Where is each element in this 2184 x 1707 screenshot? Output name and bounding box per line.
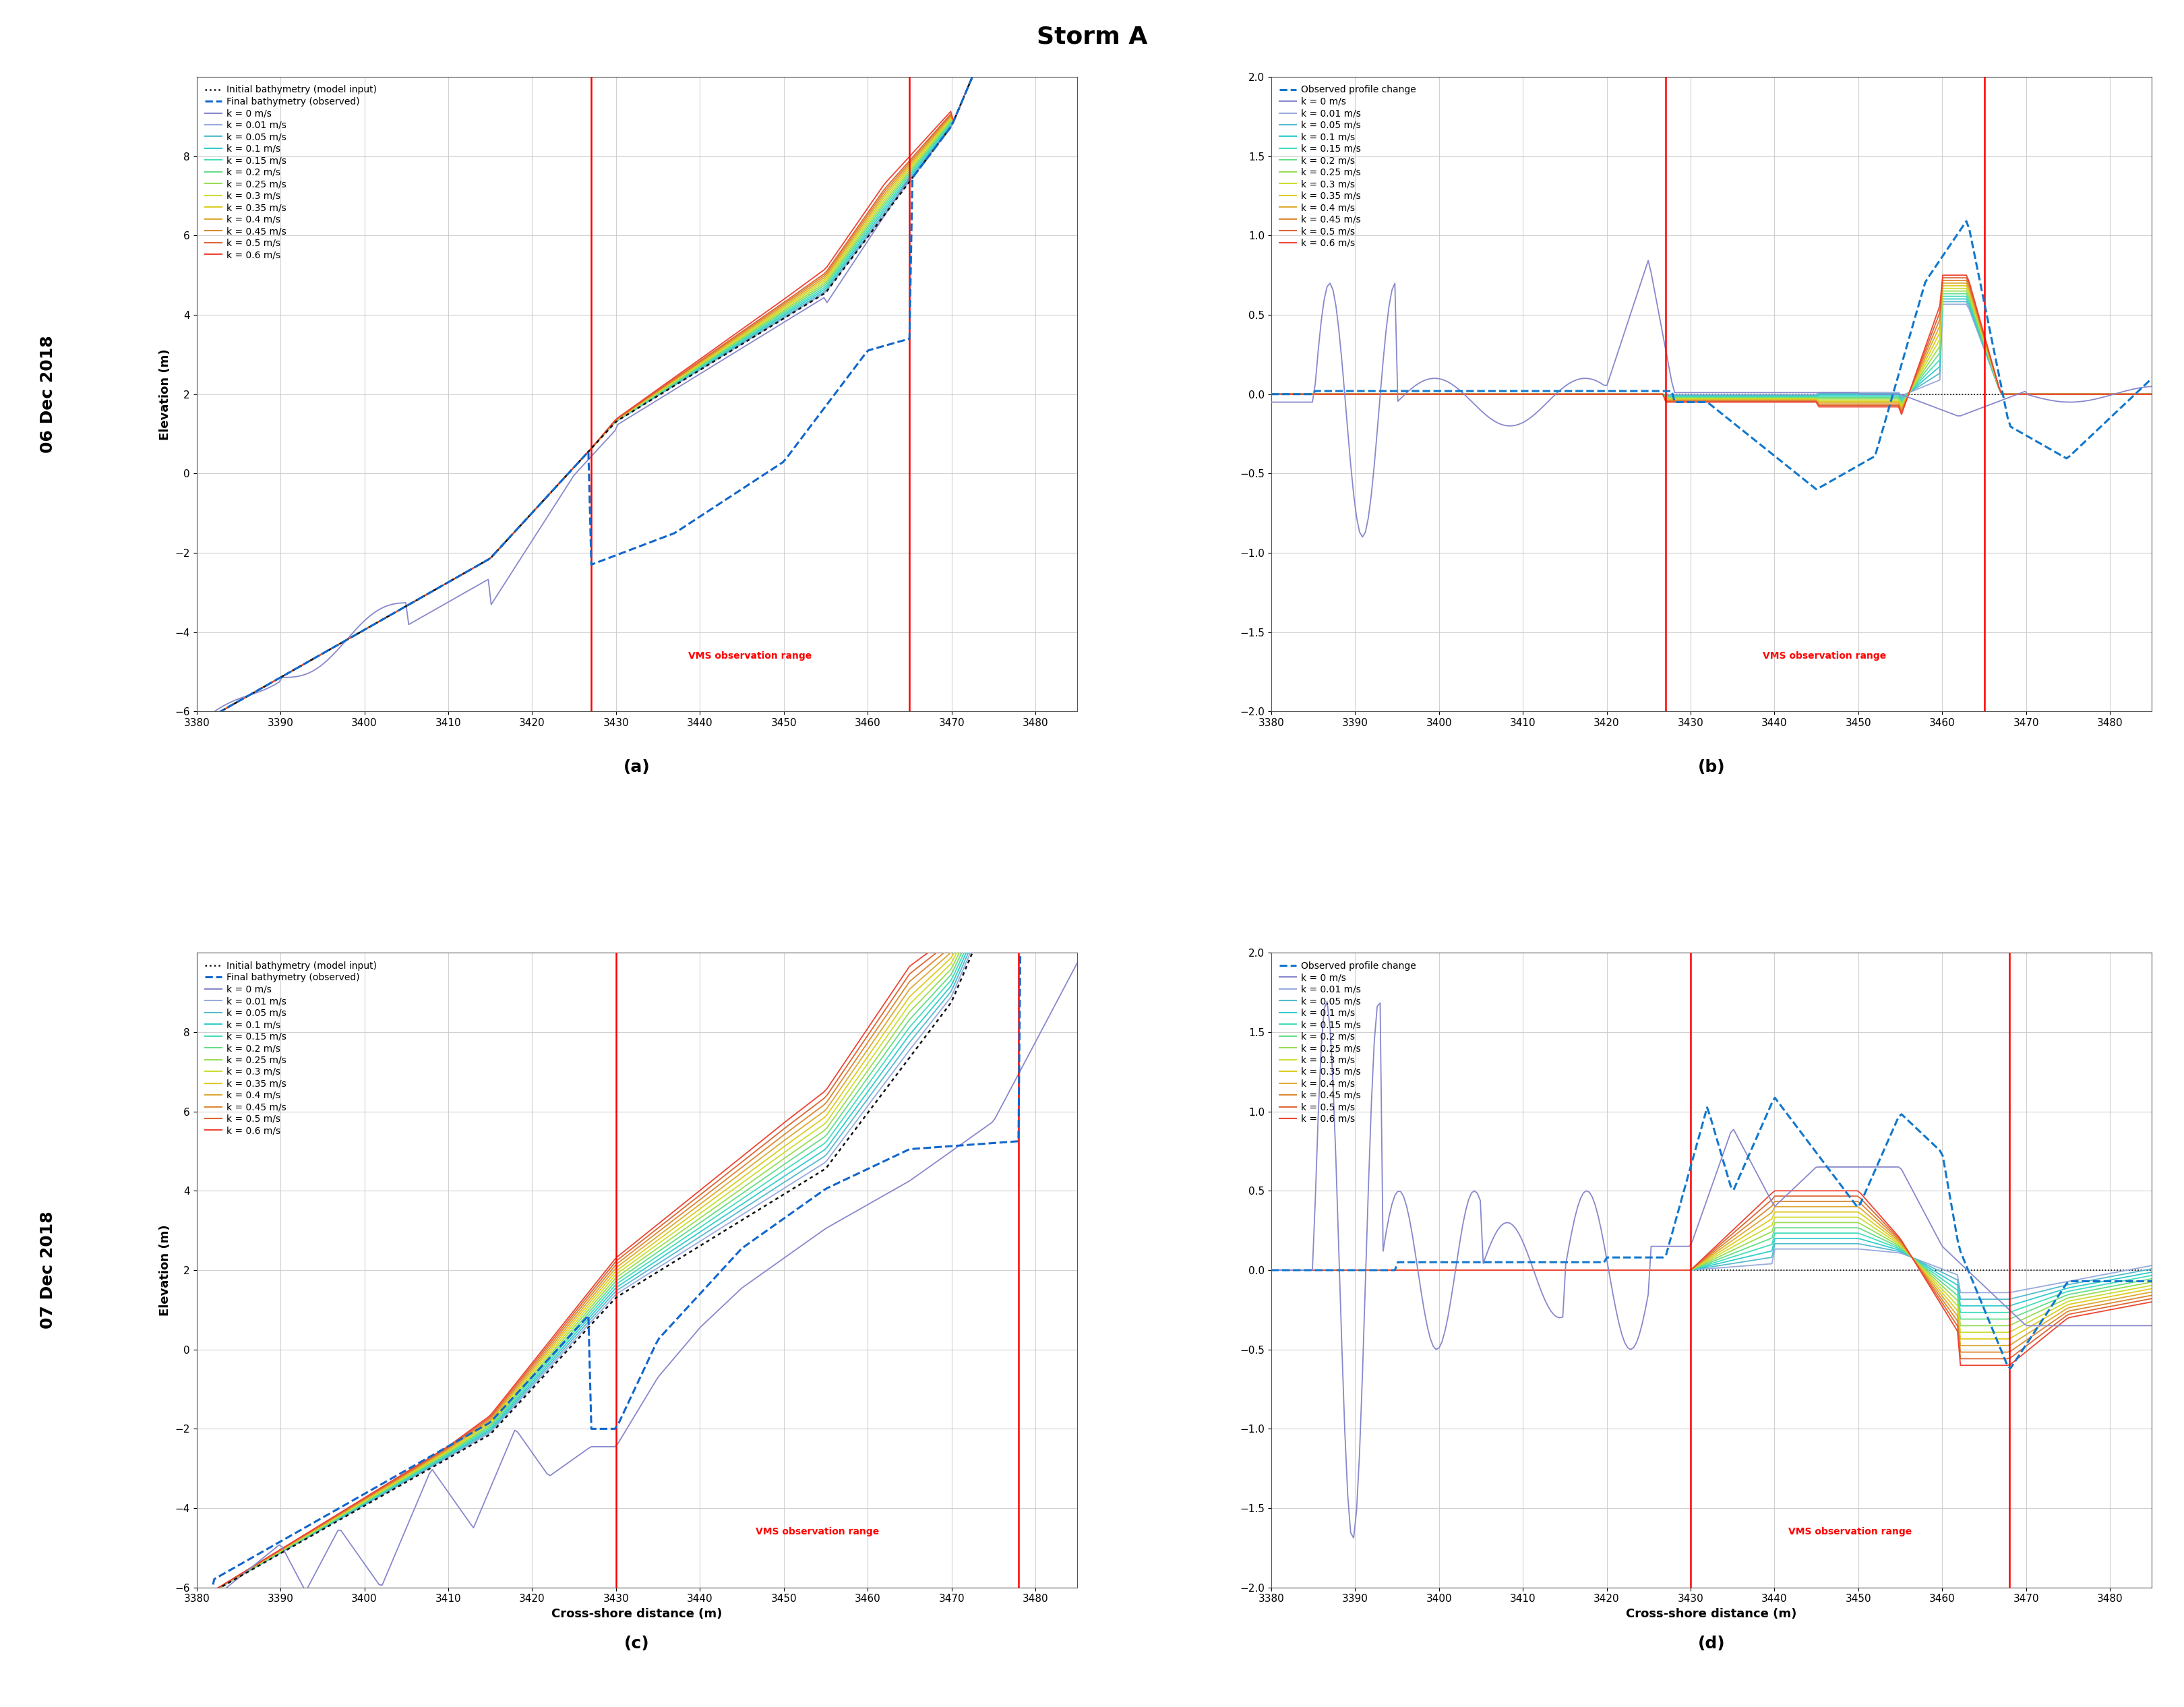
Text: VMS observation range: VMS observation range xyxy=(756,1528,878,1536)
Text: VMS observation range: VMS observation range xyxy=(1789,1528,1911,1536)
Text: VMS observation range: VMS observation range xyxy=(688,652,812,661)
Y-axis label: Elevation (m): Elevation (m) xyxy=(159,348,170,440)
Legend: Observed profile change, k = 0 m/s, k = 0.01 m/s, k = 0.05 m/s, k = 0.1 m/s, k =: Observed profile change, k = 0 m/s, k = … xyxy=(1275,958,1420,1128)
Legend: Initial bathymetry (model input), Final bathymetry (observed), k = 0 m/s, k = 0.: Initial bathymetry (model input), Final … xyxy=(201,958,380,1139)
Text: (d): (d) xyxy=(1697,1635,1725,1651)
X-axis label: Cross-shore distance (m): Cross-shore distance (m) xyxy=(1625,1608,1797,1620)
Legend: Initial bathymetry (model input), Final bathymetry (observed), k = 0 m/s, k = 0.: Initial bathymetry (model input), Final … xyxy=(201,82,380,263)
Legend: Observed profile change, k = 0 m/s, k = 0.01 m/s, k = 0.05 m/s, k = 0.1 m/s, k =: Observed profile change, k = 0 m/s, k = … xyxy=(1275,82,1420,251)
Text: VMS observation range: VMS observation range xyxy=(1762,652,1887,661)
Text: Storm A: Storm A xyxy=(1037,26,1147,48)
Text: (c): (c) xyxy=(625,1635,649,1651)
Text: (b): (b) xyxy=(1697,760,1725,775)
Text: (a): (a) xyxy=(622,760,651,775)
Text: 07 Dec 2018: 07 Dec 2018 xyxy=(39,1212,57,1330)
Y-axis label: Elevation (m): Elevation (m) xyxy=(159,1224,170,1316)
Text: 06 Dec 2018: 06 Dec 2018 xyxy=(39,335,57,452)
X-axis label: Cross-shore distance (m): Cross-shore distance (m) xyxy=(550,1608,723,1620)
